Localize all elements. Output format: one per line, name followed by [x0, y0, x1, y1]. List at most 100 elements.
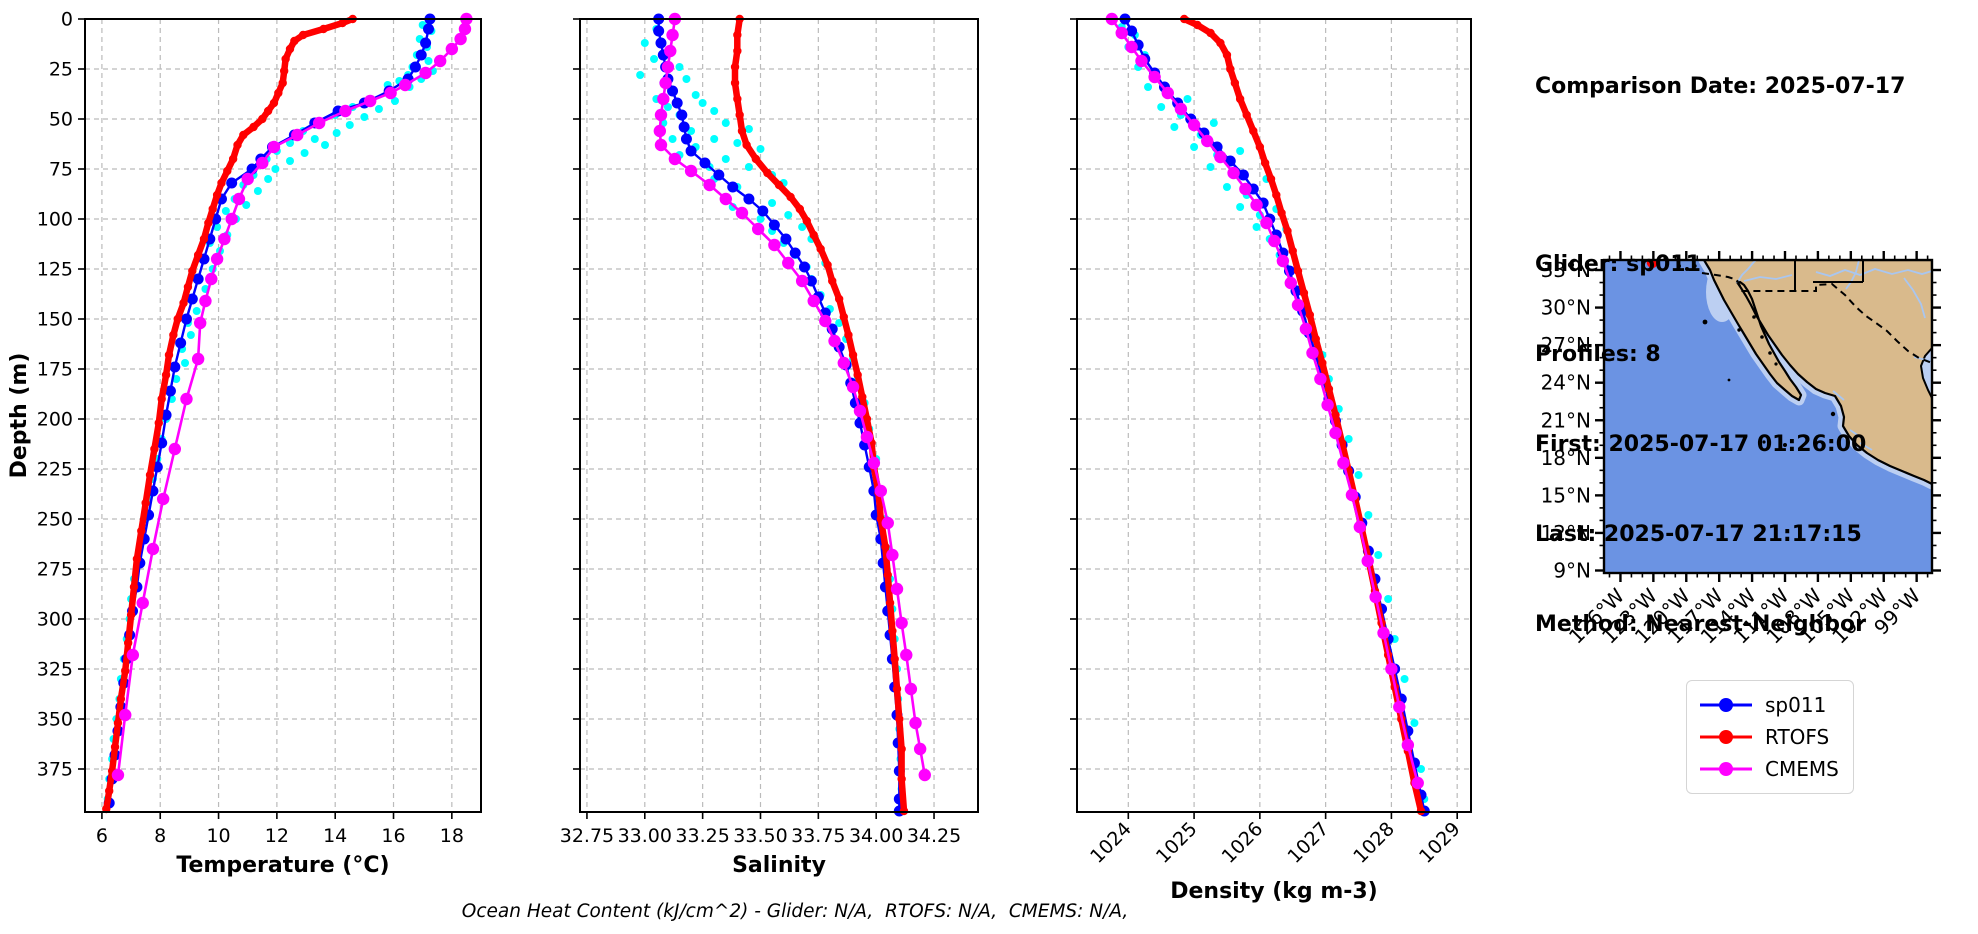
- rtofs-line-swatch-icon: [1700, 730, 1752, 744]
- info-gap: [1535, 162, 1905, 190]
- river: [1849, 429, 1863, 439]
- island: [1727, 378, 1731, 382]
- cmems-series: [111, 12, 473, 782]
- x-tick-label: 34.25: [907, 825, 961, 847]
- salinity-profile-x-axis-label: Salinity: [732, 853, 826, 878]
- island: [1702, 319, 1708, 325]
- cmems-series: [1105, 12, 1424, 790]
- method-text: Method: Nearest-Neighbor: [1535, 612, 1866, 637]
- x-tick-label: 1028: [1349, 818, 1399, 868]
- depth-tick-label: 250: [37, 509, 73, 531]
- depth-tick-label: 375: [37, 759, 73, 781]
- legend-item-rtofs: RTOFS: [1697, 721, 1843, 753]
- x-tick-label: 1025: [1152, 818, 1202, 868]
- x-tick-label: 33.50: [733, 825, 787, 847]
- glider-name-text: Glider: sp011: [1535, 252, 1701, 277]
- x-tick-label: 12: [265, 825, 289, 847]
- sp011-series: [103, 13, 436, 809]
- cmems-series: [653, 12, 931, 782]
- rtofs-series: [730, 14, 909, 816]
- x-tick-label: 10: [206, 825, 230, 847]
- legend: sp011 RTOFS CMEMS: [1686, 680, 1854, 794]
- land-mass: [1702, 260, 1932, 486]
- salinity-profile: 32.75 33.00 33.25 33.50 33.75 34.00 34.25 Salin…: [560, 12, 979, 878]
- legend-label-rtofs: RTOFS: [1765, 725, 1830, 749]
- profiles-count-text: Profiles: 8: [1535, 342, 1661, 367]
- depth-tick-label: 150: [37, 309, 73, 331]
- depth-tick-label: 350: [37, 709, 73, 731]
- glider-position-marker: [1646, 260, 1658, 269]
- lat-tick-label: 9°N: [1553, 558, 1591, 582]
- comparison-date-text: Comparison Date: 2025-07-17: [1535, 74, 1906, 99]
- ocean-heat-content-caption: Ocean Heat Content (kJ/cm^2) - Glider: N…: [461, 901, 1129, 922]
- island: [1752, 315, 1756, 319]
- depth-tick-label: 75: [49, 159, 73, 181]
- density-profile: 1024 1025 1026 1027 1028 1029 Density (kg m-3): [1070, 12, 1472, 904]
- state-borders: [1794, 260, 1864, 291]
- island: [1760, 335, 1764, 339]
- map-frame: [1602, 258, 1934, 575]
- depth-tick-label: 200: [37, 409, 73, 431]
- island: [1774, 362, 1778, 366]
- info-panel: Comparison Date: 2025-07-17 Glider: sp01…: [1535, 12, 1905, 700]
- glider-scatter-points: [1117, 23, 1429, 803]
- island: [1830, 411, 1836, 417]
- lat-tick-label: 33°N: [1541, 258, 1591, 282]
- legend-label-cmems: CMEMS: [1765, 757, 1839, 781]
- river: [1903, 277, 1926, 319]
- us-mexico-border: [1701, 272, 1932, 364]
- legend-label-sp011: sp011: [1765, 693, 1827, 717]
- river: [1859, 442, 1873, 451]
- lat-tick-label: 15°N: [1541, 483, 1591, 507]
- temperature-profile: 6 8 10 12 14 16 18 0 25 50 75 100 125 150 175 200 225 250…: [7, 9, 482, 878]
- x-tick-label: 34.00: [849, 825, 903, 847]
- depth-tick-label: 300: [37, 609, 73, 631]
- island: [1762, 440, 1766, 444]
- temperature-profile-x-axis-label: Temperature (°C): [176, 853, 389, 878]
- depth-tick-label: 275: [37, 559, 73, 581]
- x-tick-label: 1024: [1086, 818, 1136, 868]
- depth-tick-label: 25: [49, 59, 73, 81]
- x-tick-label: 6: [96, 825, 108, 847]
- island: [1737, 328, 1741, 332]
- lat-tick-label: 30°N: [1541, 296, 1591, 320]
- plot-frame: [579, 18, 979, 813]
- legend-item-sp011: sp011: [1697, 689, 1843, 721]
- island: [1783, 443, 1787, 447]
- x-tick-label: 18: [440, 825, 464, 847]
- depth-tick-label: 50: [49, 109, 73, 131]
- plot-frame: [84, 18, 482, 813]
- lat-tick-label: 12°N: [1541, 521, 1591, 545]
- river: [1845, 260, 1860, 290]
- lat-tick-label: 27°N: [1541, 333, 1591, 357]
- rtofs-series: [102, 14, 357, 814]
- x-tick-label: 33.00: [618, 825, 672, 847]
- river: [1736, 260, 1757, 284]
- depth-tick-label: 0: [61, 9, 73, 31]
- lat-tick-label: 21°N: [1541, 408, 1591, 432]
- first-profile-time-text: First: 2025-07-17 01:26:00: [1535, 432, 1867, 457]
- cmems-line-swatch-icon: [1700, 762, 1752, 776]
- x-tick-label: 8: [154, 825, 166, 847]
- depth-tick-label: 125: [37, 259, 73, 281]
- sp011-series: [1119, 13, 1430, 817]
- density-profile-x-axis-label: Density (kg m-3): [1170, 879, 1378, 904]
- map-area: [1604, 260, 1932, 573]
- rtofs-series: [1180, 14, 1426, 816]
- plot-frame: [1076, 18, 1472, 813]
- x-tick-label: 33.25: [675, 825, 729, 847]
- island: [1677, 264, 1681, 268]
- depth-axis-label: Depth (m): [7, 353, 32, 479]
- last-profile-time-text: Last: 2025-07-17 21:17:15: [1535, 522, 1862, 547]
- lat-tick-label: 24°N: [1541, 371, 1591, 395]
- x-tick-label: 1027: [1283, 818, 1333, 868]
- legend-item-cmems: CMEMS: [1697, 753, 1843, 785]
- x-tick-label: 1026: [1218, 818, 1268, 868]
- depth-tick-label: 325: [37, 659, 73, 681]
- x-tick-label: 14: [323, 825, 347, 847]
- river: [1743, 274, 1793, 282]
- lat-tick-label: 18°N: [1541, 446, 1591, 470]
- x-tick-label: 16: [381, 825, 405, 847]
